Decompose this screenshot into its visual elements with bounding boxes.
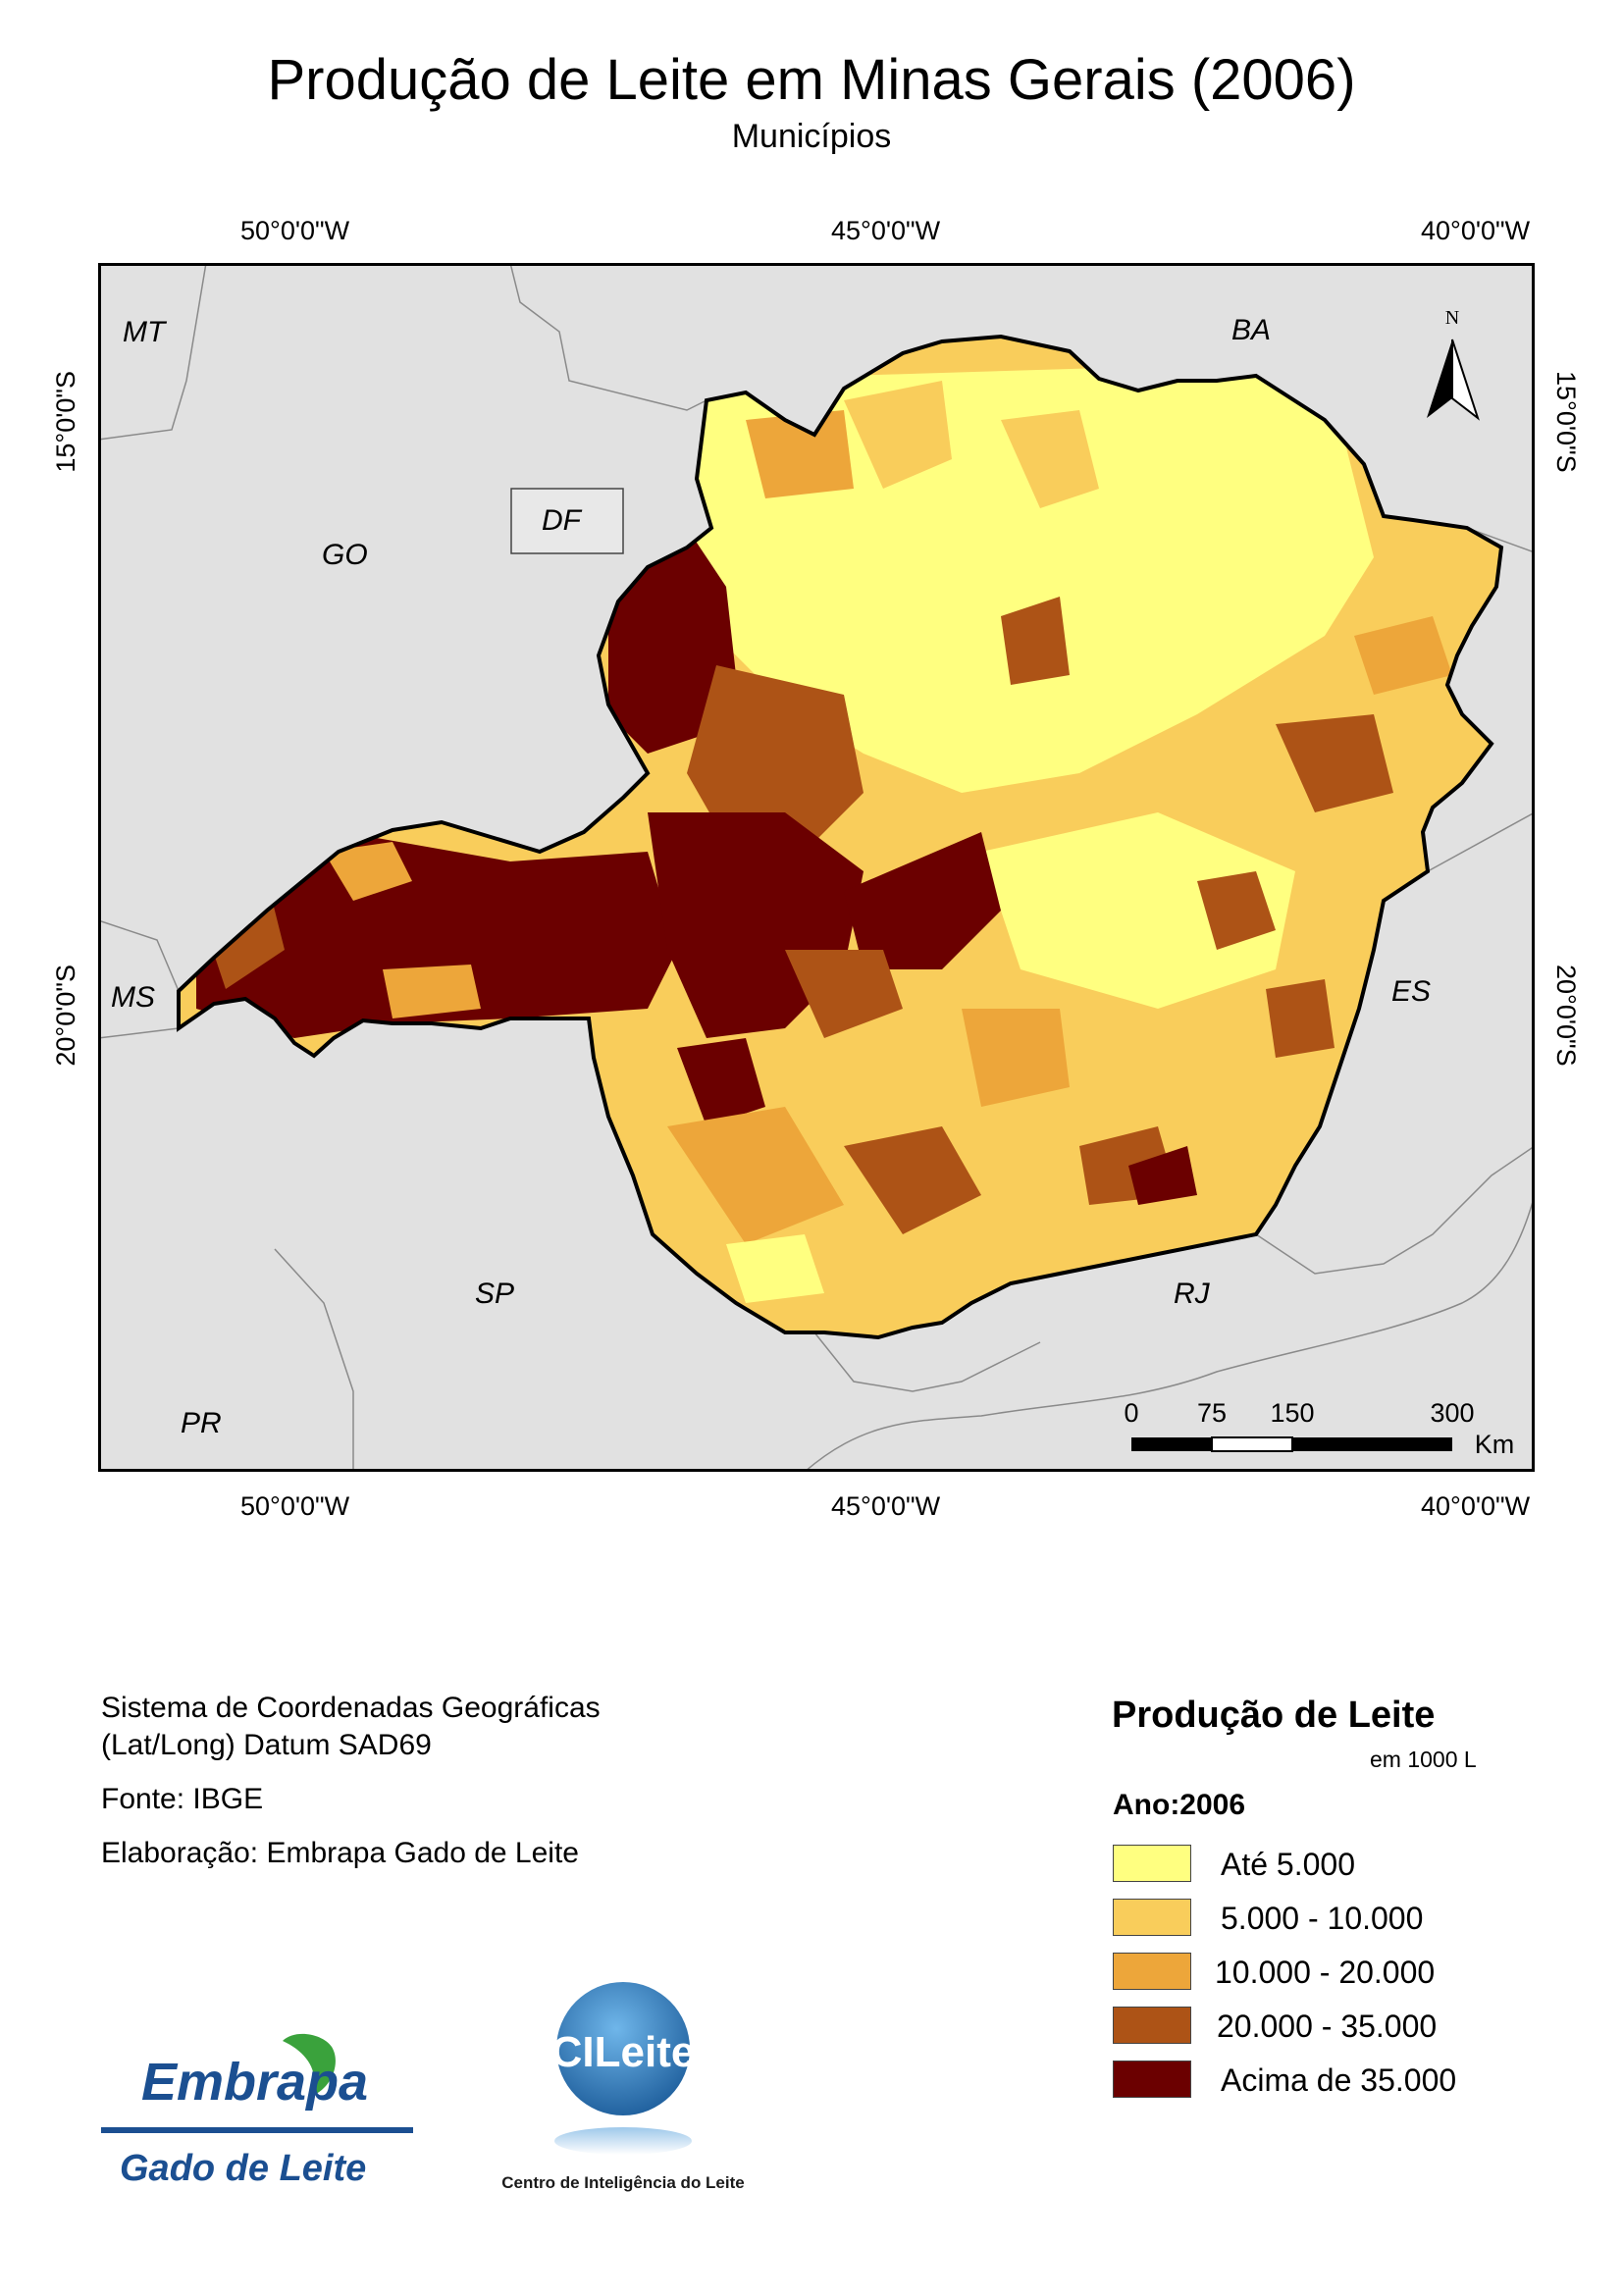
data-source: Fonte: IBGE — [101, 1783, 264, 1815]
legend-label: Até 5.000 — [1221, 1847, 1355, 1882]
legend-label: 5.000 - 10.000 — [1221, 1901, 1424, 1936]
embrapa-logo-name: Embrapa — [141, 2053, 368, 2112]
north-arrow: N — [1427, 307, 1480, 421]
graticule-top-45w: 45°0'0"W — [831, 216, 941, 245]
state-label-rj: RJ — [1174, 1278, 1211, 1310]
legend-swatch — [1113, 2061, 1191, 2098]
graticule-top-40w: 40°0'0"W — [1421, 216, 1531, 245]
cileite-logo-name: CILeite — [551, 2028, 696, 2076]
scale-tick-300: 300 — [1430, 1398, 1474, 1428]
legend-label: 20.000 - 35.000 — [1217, 2009, 1438, 2044]
map-subtitle: Municípios — [731, 118, 892, 155]
minas-gerais-choropleth — [179, 337, 1501, 1337]
legend-label: Acima de 35.000 — [1221, 2062, 1457, 2098]
legend-swatch — [1113, 1953, 1191, 1990]
graticule-bottom-40w: 40°0'0"W — [1421, 1491, 1531, 1521]
coordinate-system-line2: (Lat/Long) Datum SAD69 — [101, 1729, 432, 1761]
north-arrow-label: N — [1445, 307, 1459, 329]
legend-year: Ano:2006 — [1113, 1789, 1246, 1821]
cileite-logo: CILeite Centro de Inteligência do Leite — [501, 1982, 745, 2192]
scale-tick-0: 0 — [1124, 1398, 1138, 1428]
legend-title: Produção de Leite — [1112, 1695, 1436, 1736]
scale-bar: 0 75 150 300 Km — [1124, 1398, 1514, 1459]
state-label-sp: SP — [475, 1278, 514, 1310]
df-outline — [510, 488, 624, 554]
state-label-mt: MT — [123, 316, 168, 348]
state-label-ms: MS — [111, 981, 155, 1014]
graticule-right-15s: 15°0'0"S — [1551, 371, 1581, 473]
graticule-bottom-50w: 50°0'0"W — [240, 1491, 350, 1521]
cileite-logo-subtitle: Centro de Inteligência do Leite — [501, 2173, 744, 2192]
map-frame: MT GO DF BA MS ES SP RJ PR N 0 75 150 30… — [98, 263, 1535, 1472]
map-author: Elaboração: Embrapa Gado de Leite — [101, 1837, 579, 1869]
legend-swatch — [1113, 1845, 1191, 1882]
state-label-pr: PR — [181, 1407, 222, 1439]
state-label-df: DF — [542, 504, 583, 537]
graticule-bottom-45w: 45°0'0"W — [831, 1491, 941, 1521]
scale-unit: Km — [1475, 1430, 1515, 1459]
minas-gerais-outline — [177, 334, 1504, 1340]
state-label-go: GO — [322, 539, 368, 571]
embrapa-logo-subtitle: Gado de Leite — [120, 2148, 366, 2189]
scale-tick-150: 150 — [1270, 1398, 1314, 1428]
scale-tick-75: 75 — [1197, 1398, 1227, 1428]
state-label-ba: BA — [1231, 314, 1271, 346]
graticule-right-20s: 20°0'0"S — [1551, 965, 1581, 1067]
graticule-left-20s: 20°0'0"S — [51, 965, 80, 1067]
embrapa-logo: Embrapa Gado de Leite — [101, 2033, 413, 2189]
legend-label: 10.000 - 20.000 — [1215, 1955, 1436, 1990]
state-label-es: ES — [1391, 975, 1431, 1008]
legend-swatch — [1113, 2007, 1191, 2044]
map-title: Produção de Leite em Minas Gerais (2006) — [267, 48, 1356, 112]
legend-swatch — [1113, 1899, 1191, 1936]
coordinate-system-line1: Sistema de Coordenadas Geográficas — [101, 1692, 601, 1724]
graticule-left-15s: 15°0'0"S — [51, 371, 80, 473]
legend-unit: em 1000 L — [1370, 1747, 1477, 1772]
graticule-top-50w: 50°0'0"W — [240, 216, 350, 245]
